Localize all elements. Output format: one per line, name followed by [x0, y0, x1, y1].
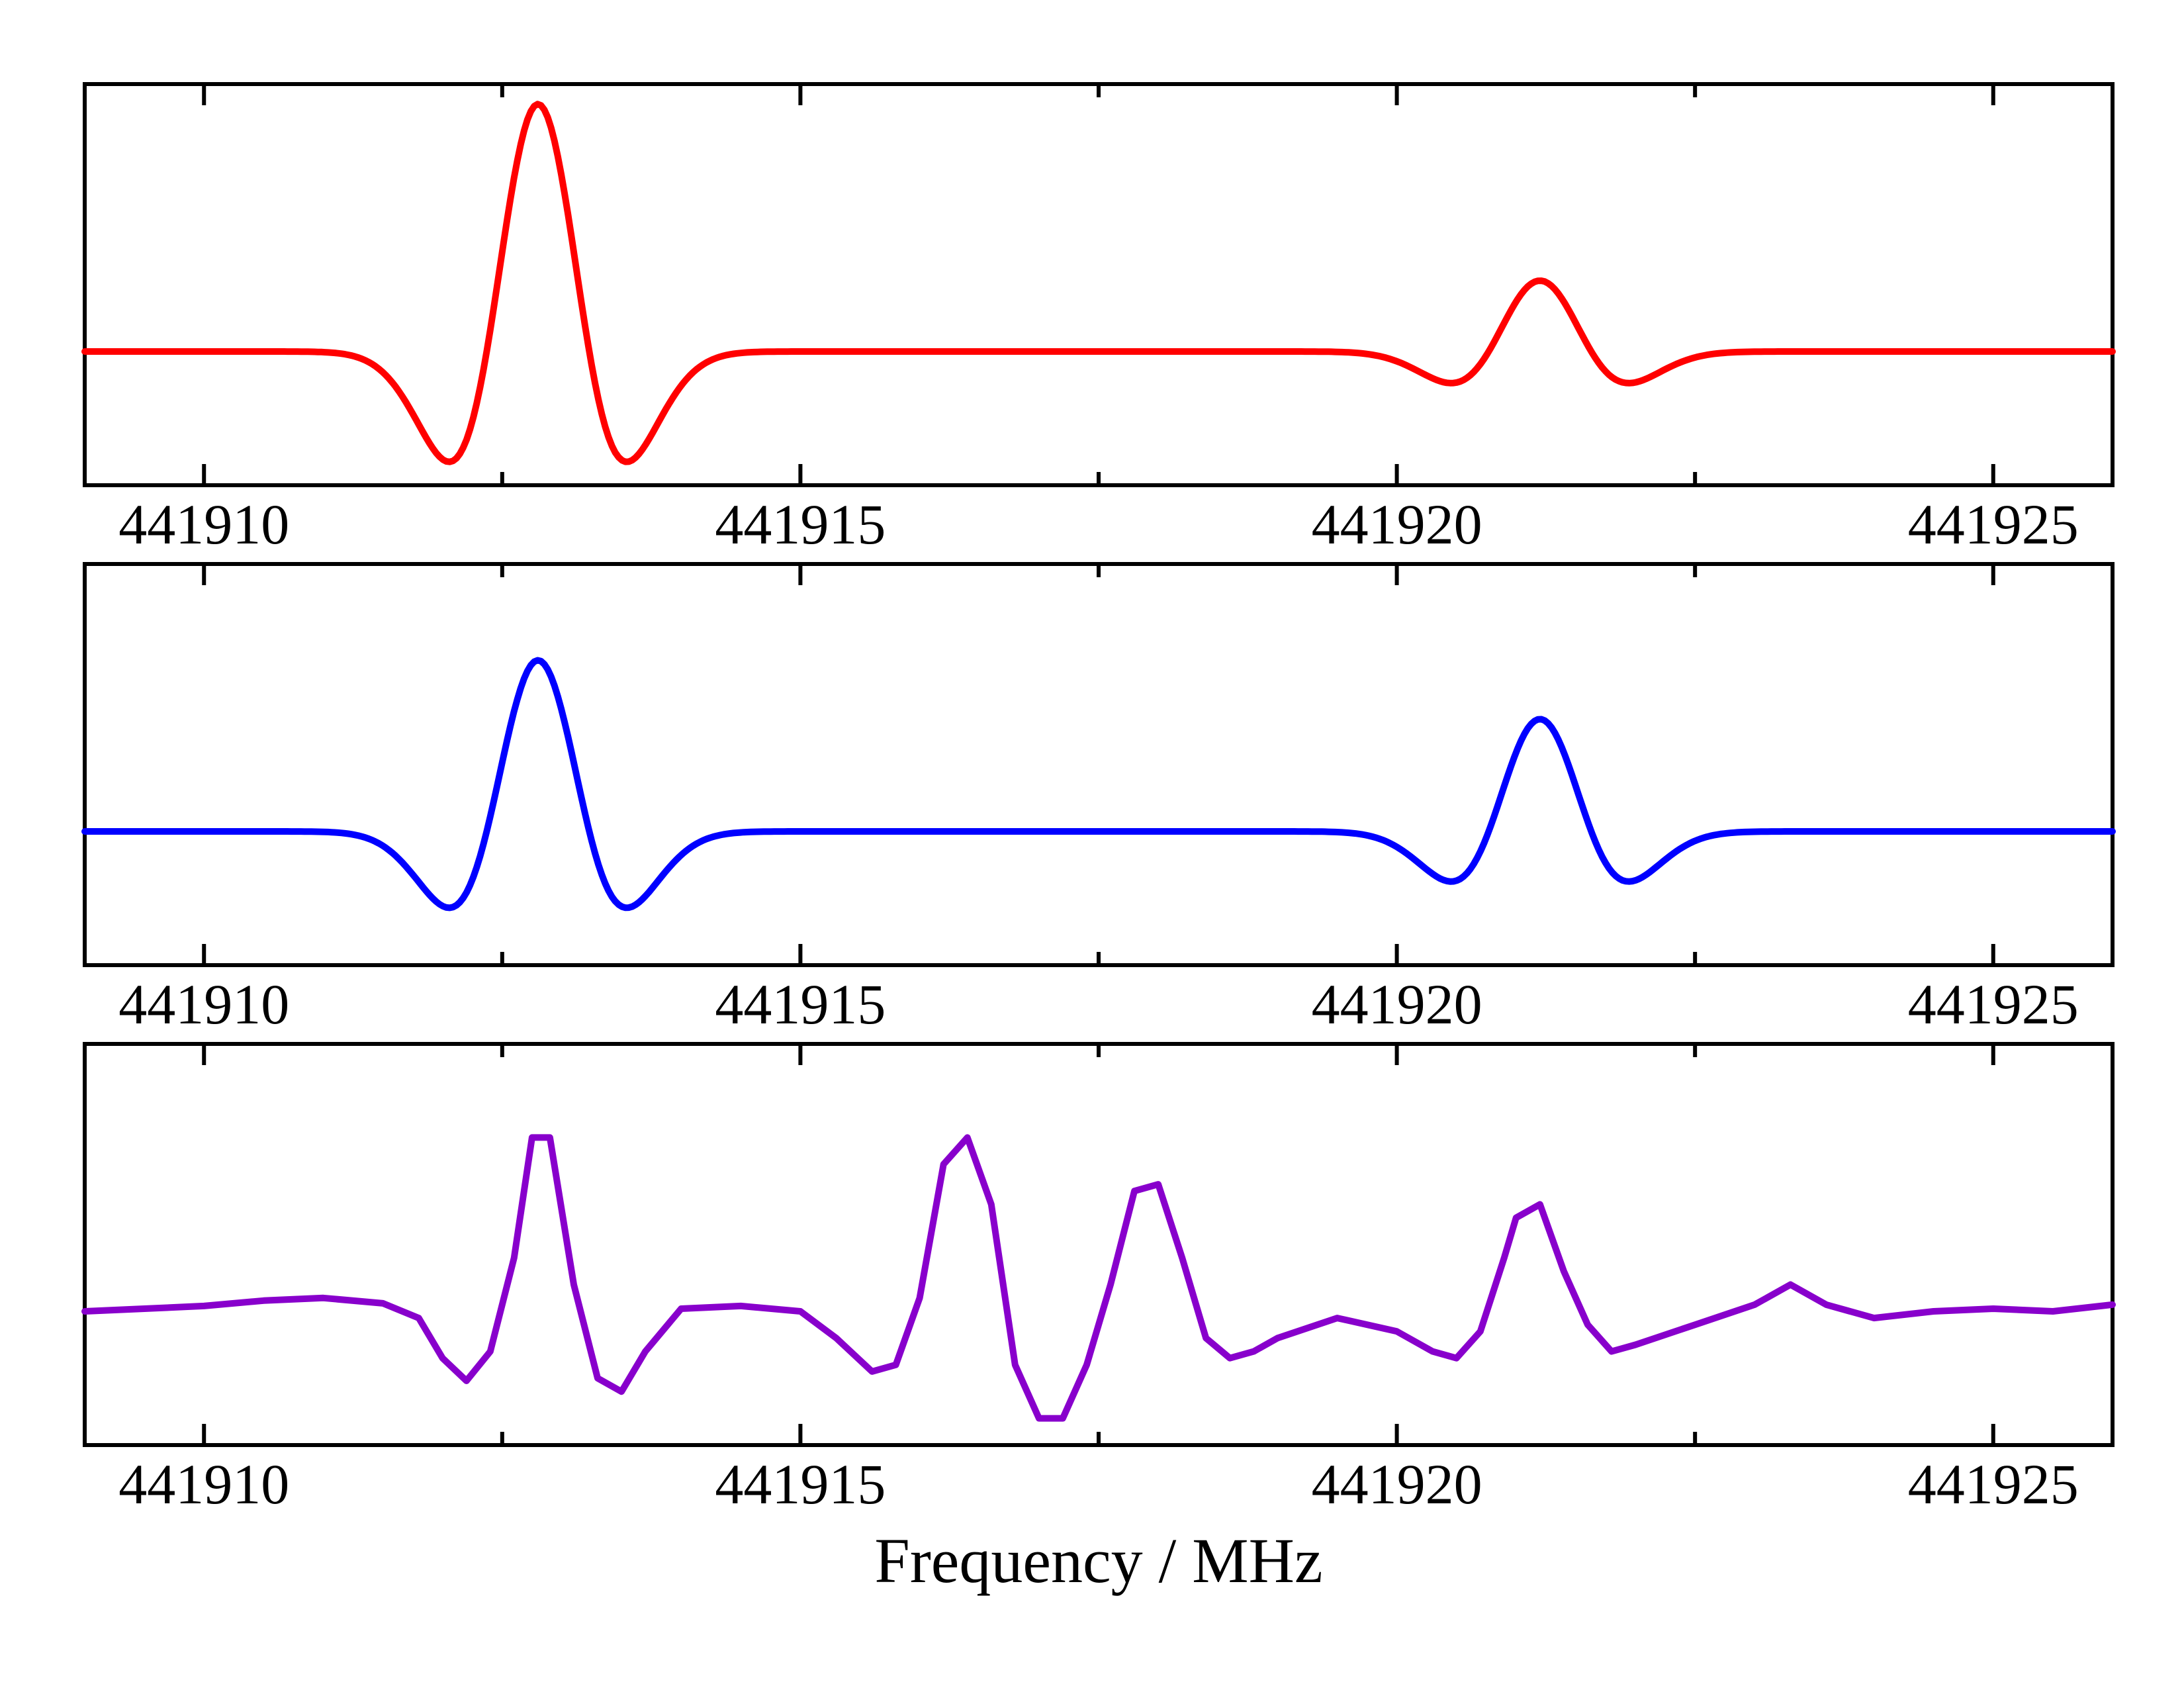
- top-x-tick-label: 441915: [715, 492, 886, 556]
- middle-spectrum-line: [81, 657, 2116, 912]
- x-axis-label: Frequency / MHz: [874, 1525, 1322, 1596]
- middle-x-tick-label: 441920: [1312, 972, 1482, 1036]
- bottom-plot-frame: [83, 1042, 2115, 1447]
- bottom-x-tick-label: 441920: [1312, 1452, 1482, 1516]
- middle-x-tick-label: 441925: [1908, 972, 2079, 1036]
- panel-bottom: 441910 441915 441920 441925: [81, 1042, 2116, 1516]
- middle-x-tick-label: 441915: [715, 972, 886, 1036]
- bottom-x-tick-label: 441925: [1908, 1452, 2079, 1516]
- bottom-x-tick-label: 441915: [715, 1452, 886, 1516]
- top-x-tick-label: 441920: [1312, 492, 1482, 556]
- bottom-spectrum-line: [81, 1134, 2116, 1422]
- top-spectrum-line: [81, 101, 2116, 465]
- panel-middle: 441910 441915 441920 441925: [81, 562, 2116, 1036]
- top-x-tick-label: 441925: [1908, 492, 2079, 556]
- top-x-tick-label: 441910: [118, 492, 289, 556]
- bottom-x-tick-label: 441910: [118, 1452, 289, 1516]
- panel-top: 441910 441915 441920 441925: [81, 82, 2116, 556]
- middle-x-tick-label: 441910: [118, 972, 289, 1036]
- middle-plot-frame: [83, 562, 2115, 967]
- top-plot-frame: [83, 82, 2115, 487]
